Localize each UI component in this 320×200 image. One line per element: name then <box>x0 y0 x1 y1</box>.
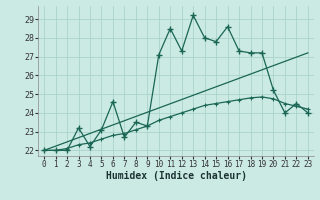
X-axis label: Humidex (Indice chaleur): Humidex (Indice chaleur) <box>106 171 246 181</box>
